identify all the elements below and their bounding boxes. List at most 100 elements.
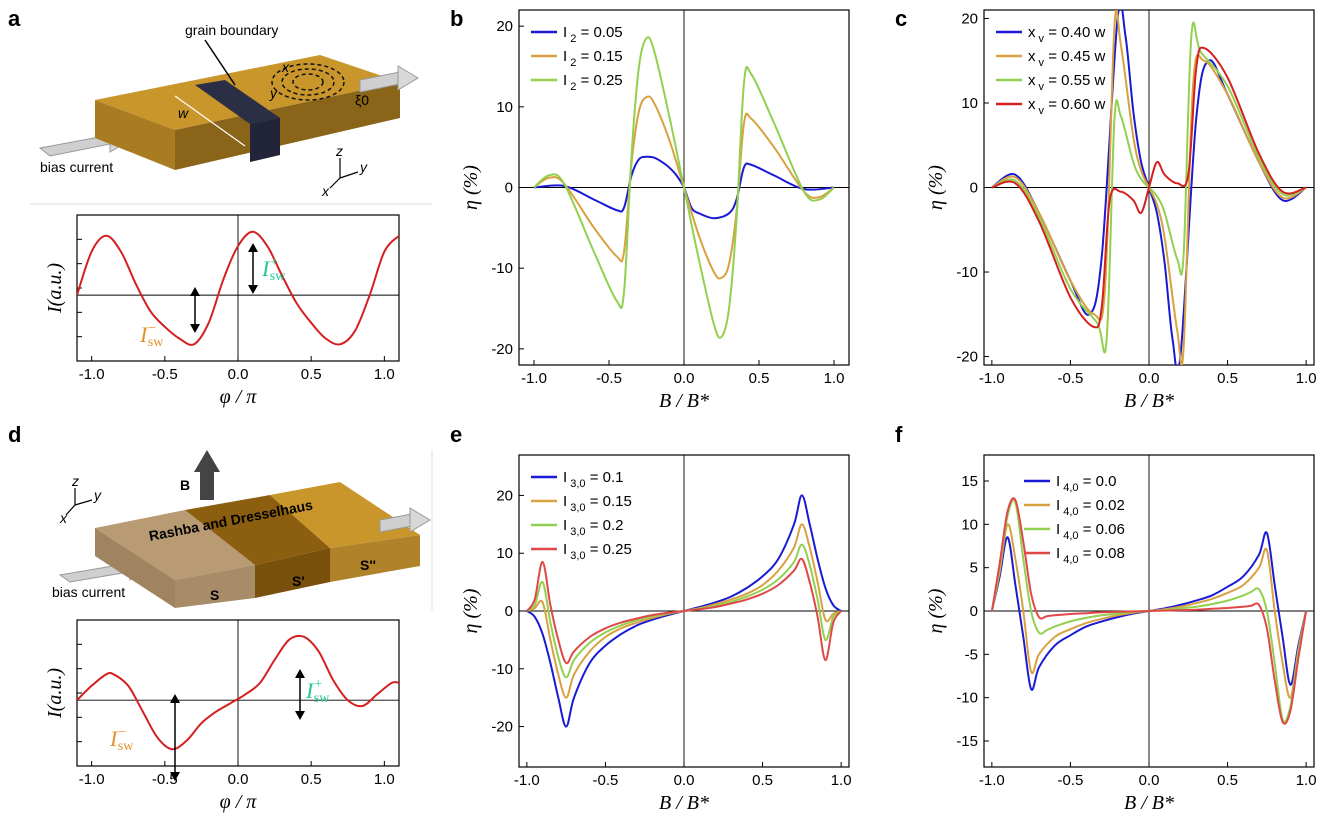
y-tick-label-c: 10: [961, 95, 978, 112]
x-tick-label-b: 1.0: [824, 370, 845, 387]
coord-axes-d: [65, 488, 93, 516]
region-s2-top: [185, 495, 330, 565]
bias-arrow-right-head-a: [397, 65, 419, 91]
y-tick-label-b: -20: [491, 341, 513, 358]
y-tick-label-c: 0: [970, 180, 978, 197]
legend-label-f-0: I 4,0 = 0.0: [1056, 473, 1116, 494]
chart-e: -1.0 -0.5 0.0 0.5 1.0 -20 -10 0 10 20 B / B* η (%) I…: [460, 454, 852, 814]
y-axis-label-e: η (%): [460, 588, 482, 633]
xi0-label: ξ0: [355, 92, 369, 108]
x-tick-label-a: 0.5: [301, 366, 322, 383]
series-line-c-3: [991, 46, 1307, 329]
x-tick-label-f: -0.5: [1057, 772, 1083, 789]
x-tick-label-d: 0.5: [301, 771, 322, 788]
x-axis-label-e: B / B*: [659, 792, 709, 814]
grain-boundary-front: [250, 118, 280, 162]
x-tick-label-e: 1.0: [831, 772, 852, 789]
x-tick-label-e: -0.5: [592, 772, 618, 789]
y-axis-label-b: η (%): [460, 165, 482, 210]
x-tick-label-a: 1.0: [374, 366, 395, 383]
x-tick-label-f: 0.0: [1139, 772, 1160, 789]
chart-a: -1.0 -0.5 0.0 0.5 1.0 φ / π I(a.u.): [44, 214, 400, 408]
y-tick-label-b: 0: [505, 180, 513, 197]
legend-label-c-0: x v = 0.40 w: [1028, 24, 1106, 45]
y-tick-label-f: 15: [961, 473, 978, 490]
coord-axes-a: [329, 158, 359, 189]
panel-label-d: d: [8, 422, 21, 447]
axis-y-d: y: [93, 487, 102, 503]
isw-minus-a: I− sw: [139, 321, 164, 350]
x-tick-label-c: 0.5: [1217, 370, 1238, 387]
x-tick-label-c: -0.5: [1057, 370, 1083, 387]
isw-plus-d-sup: +: [313, 677, 322, 692]
legend-label-b-0: I 2 = 0.05: [563, 24, 623, 45]
region-s-label: S: [210, 587, 219, 603]
isw-plus-a-sup: +: [269, 255, 278, 270]
axis-z-a: z: [335, 143, 343, 159]
legend-label-c-1: x v = 0.45 w: [1028, 48, 1106, 69]
chart-b: -1.0 -0.5 0.0 0.5 1.0 -20 -10 0 10 20 B / B* η (%) I…: [460, 9, 850, 412]
legend-label-b-1: I 2 = 0.15: [563, 48, 623, 69]
region-s2-label: S': [292, 573, 305, 589]
panel-label-a: a: [8, 6, 21, 31]
isw-minus-a-sup: −: [147, 321, 156, 336]
x-tick-label-b: -0.5: [596, 370, 622, 387]
y-tick-label-b: -10: [491, 260, 513, 277]
isw-plus-a-sub: sw: [270, 269, 286, 284]
axis-x-a: x: [321, 183, 330, 199]
x-tick-label-c: 0.0: [1139, 370, 1160, 387]
isw-minus-d-sup: −: [117, 725, 126, 740]
y-axis-label-f: η (%): [925, 588, 947, 633]
x-tick-label-f: -1.0: [979, 772, 1005, 789]
legend-label-f-1: I 4,0 = 0.02: [1056, 497, 1125, 518]
chart-c: -1.0 -0.5 0.0 0.5 1.0 -20 -10 0 10 20 B / B* η (%) x…: [925, 9, 1317, 412]
legend-label-f-2: I 4,0 = 0.06: [1056, 521, 1125, 542]
isw-minus-d-sub: sw: [118, 739, 134, 754]
schematic-d: B Rashba and Dresselhaus S S' S'' bias c…: [52, 450, 431, 608]
isw-plus-d: I+ sw: [305, 677, 330, 706]
y-tick-label-f: 10: [961, 516, 978, 533]
axis-x-d: x: [59, 510, 68, 526]
schematic-a: grain boundary w x y ξ0 bias current z y…: [38, 22, 419, 199]
bias-current-label-a: bias current: [40, 159, 113, 175]
x-tick-label-a: -1.0: [79, 366, 105, 383]
legend-label-e-2: I 3,0 = 0.2: [563, 517, 623, 538]
x-tick-label-f: 1.0: [1296, 772, 1317, 789]
isw-minus-d: I− sw: [109, 725, 134, 754]
legend-label-c-3: x v = 0.60 w: [1028, 96, 1106, 117]
x-tick-label-c: 1.0: [1296, 370, 1317, 387]
series-line-a-0: [77, 230, 399, 346]
panel-label-c: c: [895, 6, 907, 31]
y-tick-label-b: 20: [496, 18, 513, 35]
width-label: w: [178, 105, 189, 121]
isw-minus-a-sub: sw: [148, 335, 164, 350]
region-s3-front: [330, 535, 420, 582]
x-tick-label-d: 0.0: [228, 771, 249, 788]
chart-f: -1.0 -0.5 0.0 0.5 1.0 -15 -10 -5 0 5 10 15 B / B* η (…: [925, 454, 1317, 814]
x-axis-label-c: B / B*: [1124, 390, 1174, 412]
x-tick-label-a: -0.5: [152, 366, 178, 383]
slab-top-a: [95, 55, 400, 130]
bias-arrow-right-head-d: [409, 507, 431, 533]
y-tick-label-b: 10: [496, 99, 513, 116]
isw-annotations-d: I+ sw I− sw: [109, 669, 330, 781]
x-tick-label-d: -0.5: [152, 771, 178, 788]
slab-front-a: [175, 82, 400, 170]
y-axis-label-c: η (%): [925, 165, 947, 210]
width-line: [174, 95, 246, 147]
grain-boundary-pointer: [204, 39, 236, 86]
vortex: [271, 63, 345, 101]
legend-label-e-0: I 3,0 = 0.1: [563, 469, 623, 490]
y-tick-label-c: -20: [956, 349, 978, 366]
isw-minus-a-main: I: [139, 322, 149, 347]
x-tick-label-d: 1.0: [374, 771, 395, 788]
axis-y-a: y: [359, 159, 368, 175]
region-s-side: [95, 528, 175, 608]
isw-plus-a-main: I: [261, 256, 271, 281]
x-axis-label-a: φ / π: [220, 386, 258, 408]
y-tick-label-e: 10: [496, 545, 513, 562]
vortex-y-label: y: [269, 85, 278, 101]
chart-d: -1.0 -0.5 0.0 0.5 1.0 φ / π I(a.u.): [44, 619, 400, 813]
isw-plus-a: I+ sw: [261, 255, 286, 284]
